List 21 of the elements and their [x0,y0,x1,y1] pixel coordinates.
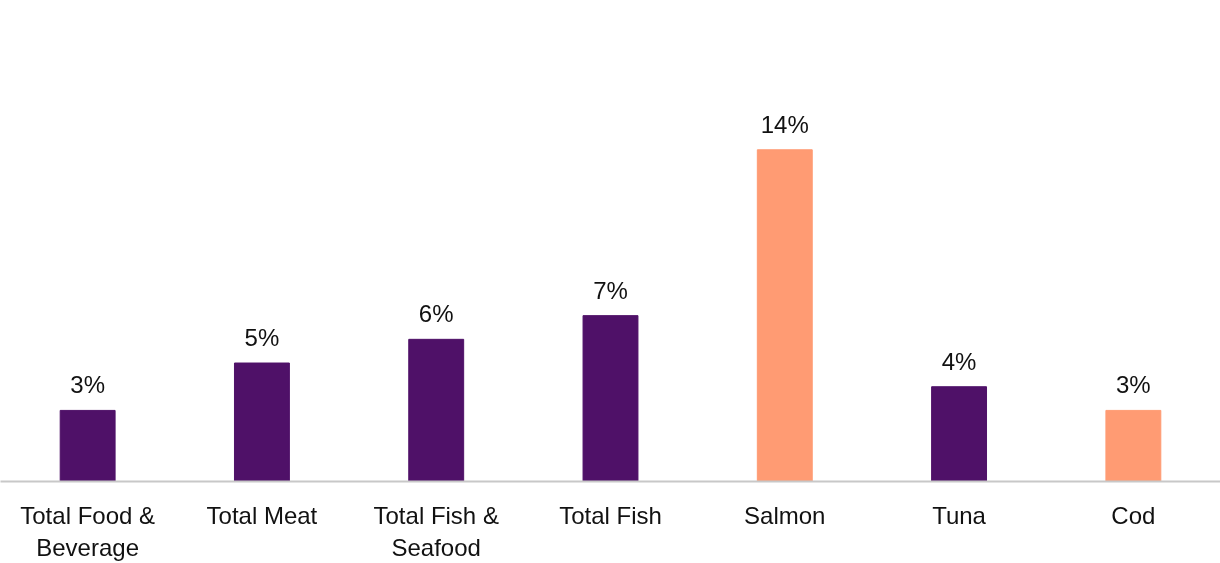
x-tick-label: Cod [1111,501,1156,529]
bar [1105,409,1162,482]
data-label: 4% [941,347,977,375]
bar [582,315,639,482]
bar [233,362,290,482]
data-label: 7% [593,276,628,304]
data-label: 6% [418,300,454,328]
x-tick-label: Tuna [932,501,987,529]
data-label: 5% [244,324,280,352]
bar [756,149,813,482]
bar [59,409,116,482]
bar [931,386,988,482]
x-tick-label: Salmon [744,501,826,529]
data-label: 3% [1116,371,1151,399]
data-label: 14% [760,110,809,138]
x-tick-label: Total Food & Beverage [20,501,156,561]
x-tick-label: Total Fish [559,501,662,529]
x-tick-label: Total Fish & Seafood [373,501,499,561]
data-label: 3% [70,371,105,399]
bar [408,338,465,482]
x-tick-label: Total Meat [206,501,318,529]
